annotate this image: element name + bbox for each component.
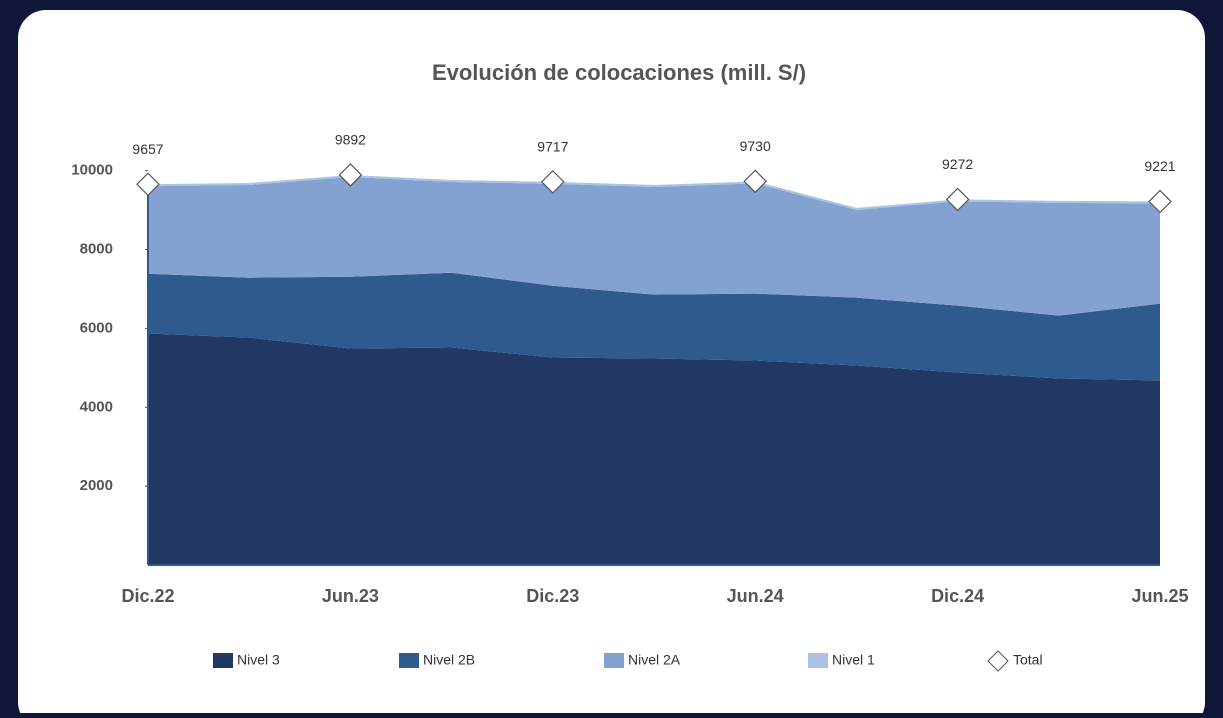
total-marker bbox=[743, 169, 768, 194]
total-marker bbox=[136, 172, 160, 197]
area bbox=[148, 272, 1160, 381]
x-tick-label: Jun.25 bbox=[1131, 586, 1188, 606]
legend-label: Nivel 2B bbox=[423, 652, 475, 668]
x-tick-label: Dic.24 bbox=[931, 586, 984, 606]
data-label: 9221 bbox=[1144, 158, 1175, 174]
total-marker bbox=[1148, 189, 1172, 214]
legend-swatch bbox=[399, 653, 419, 668]
x-tick-label: Dic.23 bbox=[526, 586, 579, 606]
total-marker bbox=[540, 170, 565, 194]
x-tick-label: Dic.22 bbox=[121, 586, 174, 606]
area bbox=[148, 176, 1160, 316]
legend-swatch bbox=[808, 653, 828, 668]
legend-label: Total bbox=[1013, 652, 1043, 668]
legend-label: Nivel 1 bbox=[832, 652, 875, 668]
legend-swatch bbox=[213, 653, 233, 668]
x-tick-label: Jun.24 bbox=[727, 586, 784, 606]
total-marker bbox=[945, 187, 970, 212]
y-tick-label: 2000 bbox=[80, 477, 113, 494]
chart-title: Evolución de colocaciones (mill. S/) bbox=[432, 60, 806, 85]
legend-marker bbox=[987, 650, 1009, 672]
y-tick-label: 10000 bbox=[71, 162, 113, 179]
legend-label: Nivel 2A bbox=[628, 652, 681, 668]
data-label: 9717 bbox=[537, 139, 568, 155]
data-label: 9272 bbox=[942, 156, 973, 172]
x-tick-label: Jun.23 bbox=[322, 586, 379, 606]
legend-swatch bbox=[604, 653, 624, 668]
total-marker bbox=[338, 163, 363, 187]
y-tick-label: 8000 bbox=[80, 241, 113, 258]
data-label: 9892 bbox=[335, 132, 366, 148]
data-label: 9730 bbox=[740, 138, 771, 154]
data-label: 9657 bbox=[132, 141, 163, 157]
y-tick-label: 6000 bbox=[80, 319, 113, 336]
legend-label: Nivel 3 bbox=[237, 652, 280, 668]
y-tick-label: 4000 bbox=[80, 398, 113, 415]
area bbox=[148, 333, 1160, 565]
